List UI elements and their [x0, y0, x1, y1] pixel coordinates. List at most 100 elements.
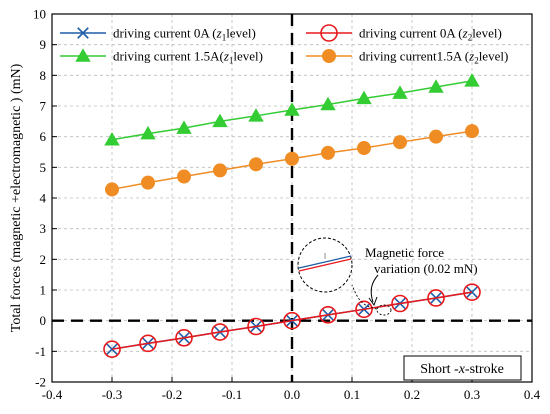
legend-item-2: driving current 0A (z2level) [306, 24, 502, 43]
x-tick-label: 0.3 [464, 387, 480, 402]
legend-item-4: driving current1.5A (z2level) [306, 49, 508, 66]
legend-label-sub: 2 [468, 33, 473, 43]
legend-label-var: z [462, 26, 468, 41]
legend-label-sub: 2 [474, 56, 479, 66]
triangle-marker [428, 79, 444, 93]
triangle-marker [248, 108, 264, 122]
magnified-red-line [298, 258, 352, 272]
annotation-arrowhead [368, 296, 378, 307]
magnifier-connector [351, 284, 378, 310]
legend-item-3: driving current 1.5A(z1level) [60, 48, 263, 66]
legend-label-sub: 1 [222, 33, 227, 43]
annotation-line-1: Magnetic force [365, 245, 444, 260]
filled-circle-marker [213, 163, 227, 178]
open-circle-marker [175, 329, 193, 347]
y-tick-label: -1 [35, 344, 46, 359]
y-tick-label: 5 [40, 160, 47, 175]
filled-circle-marker [105, 182, 119, 197]
triangle-marker [75, 48, 91, 62]
open-circle-marker [355, 300, 373, 319]
legend-label-pre: driving current 0A ( [359, 26, 463, 41]
legend-label-var: z [223, 49, 229, 64]
series-4 [105, 124, 479, 197]
x-tick-label: 0.0 [284, 387, 300, 402]
filled-circle-marker [249, 157, 263, 172]
legend-label-sub: 1 [229, 56, 234, 66]
legend-item-1: driving current 0A (z1level) [60, 26, 256, 43]
triangle-marker [104, 132, 120, 146]
y-tick-label: 0 [40, 313, 47, 328]
filled-circle-marker [429, 129, 443, 144]
filled-circle-marker [322, 49, 336, 63]
x-tick-label: 0.4 [524, 387, 541, 402]
legend-label-post: level) [472, 26, 502, 41]
x-tick-label: 0.1 [344, 387, 360, 402]
region-label-box: Short -x-stroke [403, 355, 522, 381]
region-label: Short -x-stroke [420, 362, 504, 377]
triangle-marker [284, 102, 300, 116]
triangle-marker [212, 113, 228, 128]
filled-circle-marker [285, 151, 299, 166]
y-tick-label: 10 [33, 7, 46, 22]
filled-circle-marker [321, 145, 335, 160]
open-circle-marker [427, 289, 445, 307]
legend-label-var: z [216, 26, 222, 41]
legend-label-post: level) [479, 49, 509, 64]
filled-circle-marker [141, 175, 155, 190]
series-layer [103, 73, 481, 358]
y-tick-label: 2 [40, 252, 47, 267]
tick-labels: -0.4 -0.3 -0.2 -0.1 0.0 0.1 0.2 0.3 0.4 -2 -1 0 1 2 3 4… [33, 7, 541, 403]
open-circle-marker [139, 334, 157, 353]
triangle-marker [176, 120, 192, 134]
triangle-marker [464, 73, 480, 87]
magnified-blue-line [298, 255, 352, 269]
x-marker-stroke [77, 27, 89, 39]
y-axis-label: Total forces (magnetic +electromagnetic … [9, 63, 24, 332]
open-circle-marker [103, 340, 121, 358]
filled-circle-marker [393, 135, 407, 150]
legend-label: driving current 0A (z1level) [113, 26, 256, 43]
x-tick-label: -0.2 [162, 387, 183, 402]
x-tick-label: -0.1 [222, 387, 243, 402]
magnifier-annotation: Magnetic force variation (0.02 mN) [297, 237, 478, 316]
filled-circle-marker [357, 141, 371, 156]
filled-circle-marker [177, 169, 191, 184]
y-tick-label: 6 [40, 129, 47, 144]
triangle-marker [356, 90, 372, 105]
open-circle-marker [463, 283, 481, 301]
annotation-arrow [370, 274, 379, 303]
y-tick-label: 7 [40, 99, 47, 114]
open-circle-marker [319, 306, 337, 324]
legend-label: driving current 1.5A(z1level) [113, 49, 263, 66]
open-circle-marker [320, 24, 338, 42]
region-label-stroke: -stroke [465, 362, 504, 377]
open-circle-marker [391, 294, 409, 313]
open-circle-marker [247, 317, 265, 336]
legend-label-post: level) [226, 26, 256, 41]
legend-label-pre: driving current1.5A ( [359, 49, 469, 64]
legend: driving current 0A (z1level) driving curr… [60, 24, 508, 66]
open-circle-marker [283, 311, 301, 330]
y-tick-label: 8 [40, 68, 47, 83]
legend-label-var: z [468, 49, 474, 64]
open-circle-marker [211, 323, 229, 341]
y-tick-label: 3 [40, 221, 47, 236]
legend-label: driving current 0A (z2level) [359, 26, 502, 43]
triangle-marker [140, 125, 156, 140]
region-label-frame [403, 355, 522, 381]
legend-label-pre: driving current 1.5A( [113, 49, 224, 64]
legend-label: driving current1.5A (z2level) [359, 49, 508, 66]
y-tick-label: 1 [40, 283, 47, 298]
filled-circle-marker [465, 124, 479, 139]
series-3 [104, 73, 480, 146]
triangle-marker [320, 96, 336, 111]
legend-label-pre: driving current 0A ( [113, 26, 217, 41]
plot-frame [51, 13, 533, 383]
source-ellipse [376, 304, 392, 316]
x-tick-label: 0.2 [404, 387, 420, 402]
region-label-short: Short - [420, 362, 459, 377]
series-line [111, 291, 473, 350]
legend-label-post: level) [233, 49, 263, 64]
